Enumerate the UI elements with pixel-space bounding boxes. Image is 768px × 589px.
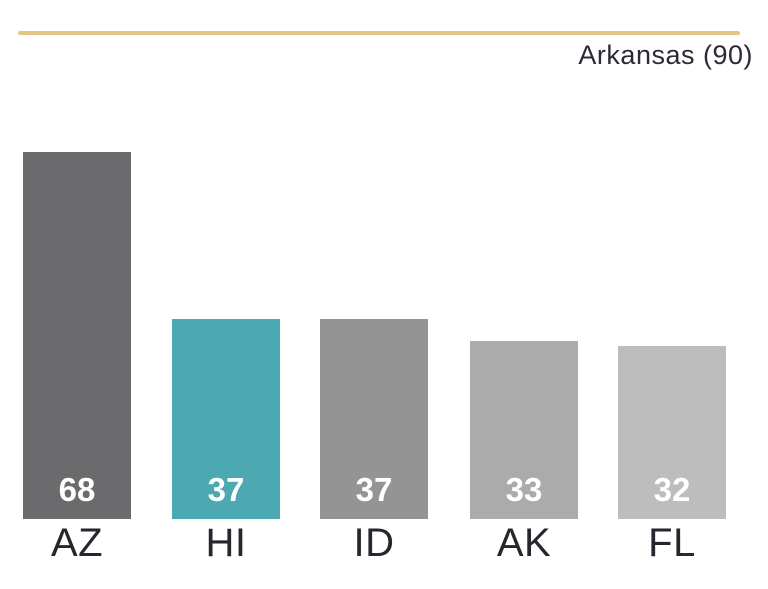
bar-ak: 33	[470, 341, 578, 519]
bar-value-label: 68	[58, 471, 96, 508]
bar-hi: 37	[172, 319, 280, 519]
bar-value-label: 32	[653, 471, 691, 508]
bar-value-label: 33	[505, 471, 543, 508]
bar-id: 37	[320, 319, 428, 519]
category-label-az: AZ	[50, 521, 104, 565]
bar-value-label: 37	[355, 471, 393, 508]
category-label-id: ID	[353, 521, 395, 565]
category-label-fl: FL	[648, 521, 696, 565]
category-label-ak: AK	[496, 521, 552, 565]
category-label-hi: HI	[205, 521, 247, 565]
bar-az: 68	[23, 152, 131, 519]
bar-fl: 32	[618, 346, 726, 519]
reference-line	[18, 31, 740, 35]
bar-value-label: 37	[207, 471, 245, 508]
reference-line-label: Arkansas (90)	[578, 40, 753, 70]
